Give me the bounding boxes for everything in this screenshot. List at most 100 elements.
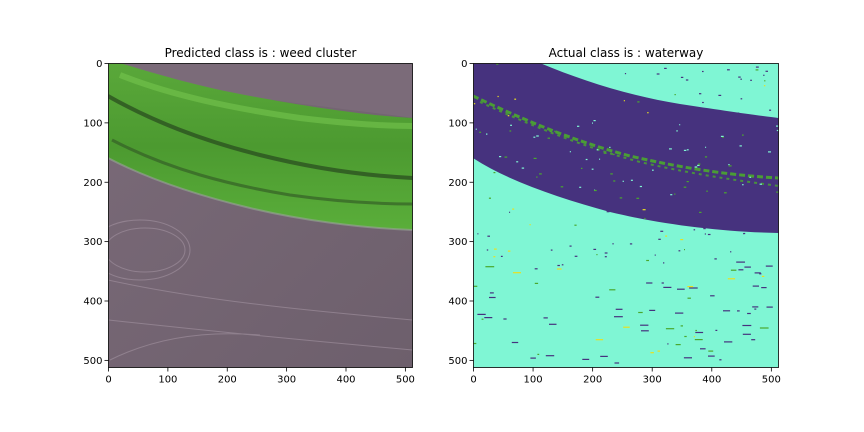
right-x-tick-label: 300 xyxy=(643,375,662,386)
speckle-pixel xyxy=(623,100,625,102)
speckle-pixel xyxy=(534,282,539,284)
speckle-pixel xyxy=(483,115,486,117)
left-y-tick-label: 100 xyxy=(83,118,102,129)
speckle-pixel xyxy=(646,282,653,284)
speckle-pixel xyxy=(574,224,577,226)
speckle-pixel xyxy=(629,243,633,245)
speckle-pixel xyxy=(489,296,496,299)
speckle-pixel xyxy=(680,76,684,78)
left-y-tick-label: 200 xyxy=(83,178,102,189)
speckle-pixel xyxy=(549,130,552,132)
speckle-pixel xyxy=(543,317,548,319)
speckle-pixel xyxy=(721,204,725,207)
speckle-pixel xyxy=(628,100,630,102)
speckle-pixel xyxy=(749,176,752,178)
speckle-pixel xyxy=(738,76,741,78)
speckle-pixel xyxy=(536,135,539,137)
left-x-tick-label: 100 xyxy=(158,375,177,386)
speckle-pixel xyxy=(499,95,502,97)
left-y-tick-label: 0 xyxy=(96,59,102,70)
speckle-pixel xyxy=(694,217,697,219)
speckle-pixel xyxy=(738,269,744,271)
speckle-pixel xyxy=(473,285,478,287)
speckle-pixel xyxy=(730,251,732,253)
speckle-pixel xyxy=(679,124,681,126)
speckle-pixel xyxy=(763,74,765,76)
speckle-pixel xyxy=(742,184,744,186)
right-x-tick-label: 500 xyxy=(762,375,781,386)
speckle-pixel xyxy=(694,166,698,168)
speckle-pixel xyxy=(680,325,683,327)
speckle-pixel xyxy=(493,256,496,258)
speckle-pixel xyxy=(670,194,673,196)
speckle-pixel xyxy=(507,115,510,117)
right-x-tick-label: 200 xyxy=(583,375,602,386)
speckle-pixel xyxy=(687,286,694,288)
speckle-pixel xyxy=(656,73,660,75)
speckle-pixel xyxy=(723,310,731,312)
speckle-pixel xyxy=(747,312,751,315)
speckle-pixel xyxy=(740,98,743,100)
speckle-pixel xyxy=(708,350,714,352)
speckle-pixel xyxy=(718,94,722,96)
speckle-pixel xyxy=(496,63,499,65)
speckle-pixel xyxy=(660,230,664,232)
speckle-pixel xyxy=(710,295,715,297)
speckle-pixel xyxy=(684,335,687,338)
speckle-pixel xyxy=(727,69,730,71)
speckle-pixel xyxy=(776,125,779,127)
speckle-pixel xyxy=(727,278,736,280)
speckle-pixel xyxy=(669,104,672,106)
speckle-pixel xyxy=(529,224,531,226)
speckle-pixel xyxy=(736,112,740,114)
speckle-pixel xyxy=(473,342,477,345)
vegetation-dark-streak xyxy=(108,94,413,180)
speckle-pixel xyxy=(665,110,669,112)
left-y-tick-label: 300 xyxy=(83,237,102,248)
left-axes-frame xyxy=(108,63,413,368)
speckle-pixel xyxy=(759,183,762,185)
speckle-pixel xyxy=(498,93,500,95)
left-x-tick-label: 300 xyxy=(277,375,296,386)
speckle-pixel xyxy=(705,146,707,148)
speckle-pixel xyxy=(569,245,572,247)
speckle-pixel xyxy=(622,180,624,182)
right-y-tick-label: 200 xyxy=(448,178,467,189)
speckle-pixel xyxy=(604,256,607,258)
speckle-pixel xyxy=(574,255,578,257)
speckle-pixel xyxy=(644,217,647,219)
speckle-pixel xyxy=(504,156,508,158)
right-title: Actual class is : waterway xyxy=(549,46,704,60)
speckle-pixel xyxy=(638,311,643,314)
speckle-pixel xyxy=(685,79,689,81)
left-y-tick-label: 500 xyxy=(83,356,102,367)
vegetation-dark-streak-2 xyxy=(111,138,413,206)
speckle-pixel xyxy=(530,357,536,359)
speckle-pixel xyxy=(717,115,719,117)
speckle-pixel xyxy=(599,158,601,160)
speckle-pixel xyxy=(658,238,661,240)
right-y-tick-label: 500 xyxy=(448,356,467,367)
speckle-pixel xyxy=(547,137,550,139)
vegetation-light-streak xyxy=(118,72,413,129)
vegetation-band xyxy=(108,63,413,230)
speckle-pixel xyxy=(683,149,687,151)
speckle-pixel xyxy=(686,181,689,183)
speckle-pixel xyxy=(556,268,562,270)
speckle-pixel xyxy=(742,134,744,136)
speckle-pixel xyxy=(615,308,623,310)
speckle-pixel xyxy=(533,136,536,138)
speckle-pixel xyxy=(613,153,615,156)
speckle-pixel xyxy=(514,98,517,100)
speckle-pixel xyxy=(561,264,564,266)
speckle-pixel xyxy=(614,362,620,364)
speckle-pixel xyxy=(545,355,555,357)
speckle-pixel xyxy=(486,133,488,135)
speckle-pixel xyxy=(768,151,771,153)
speckle-pixel xyxy=(623,326,630,328)
speckle-pixel xyxy=(707,233,711,236)
speckle-pixel xyxy=(477,233,479,235)
speckle-pixel xyxy=(755,66,759,68)
